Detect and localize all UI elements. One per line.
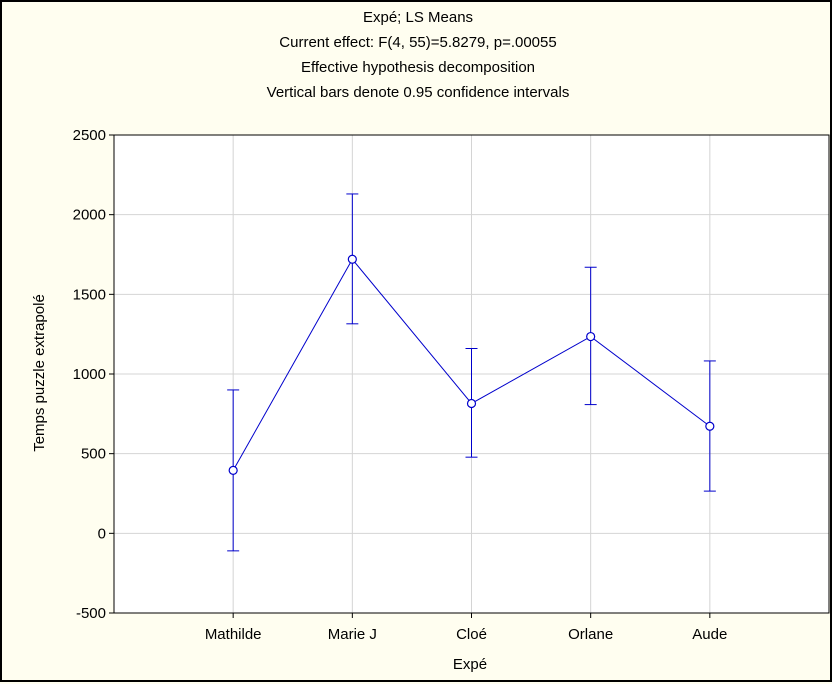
x-tick-label: Aude (692, 626, 727, 643)
y-tick-label: 2000 (73, 207, 106, 224)
y-tick-label: 0 (98, 525, 106, 542)
title-line-1: Expé; LS Means (363, 9, 473, 26)
y-axis-label: Temps puzzle extrapolé (31, 294, 48, 452)
data-series (227, 193, 716, 552)
x-tick-label: Marie J (328, 626, 377, 643)
x-tick-label: Cloé (456, 626, 487, 643)
data-point (228, 465, 238, 475)
title-line-4: Vertical bars denote 0.95 confidence int… (267, 84, 570, 101)
title-line-3: Effective hypothesis decomposition (301, 59, 535, 76)
data-point (705, 421, 715, 431)
chart-title: Expé; LS Means Current effect: F(4, 55)=… (267, 9, 570, 101)
y-tick-label: 2500 (73, 127, 106, 144)
x-tick-label: Orlane (568, 626, 613, 643)
y-tick-label: 1500 (73, 286, 106, 303)
data-point (347, 254, 357, 264)
axis-ticks: -500 0 500 1000 1500 2000 2500 Mathilde Marie J C… (73, 127, 728, 643)
y-tick-label: 500 (81, 446, 106, 463)
plot-border (113, 134, 830, 614)
x-tick-label: Mathilde (205, 626, 262, 643)
y-tick-label: -500 (76, 605, 106, 622)
y-tick-label: 1000 (73, 366, 106, 383)
title-line-2: Current effect: F(4, 55)=5.8279, p=.0005… (279, 34, 556, 51)
data-point (466, 398, 477, 409)
x-axis-label: Expé (453, 656, 487, 673)
data-point (586, 331, 596, 342)
